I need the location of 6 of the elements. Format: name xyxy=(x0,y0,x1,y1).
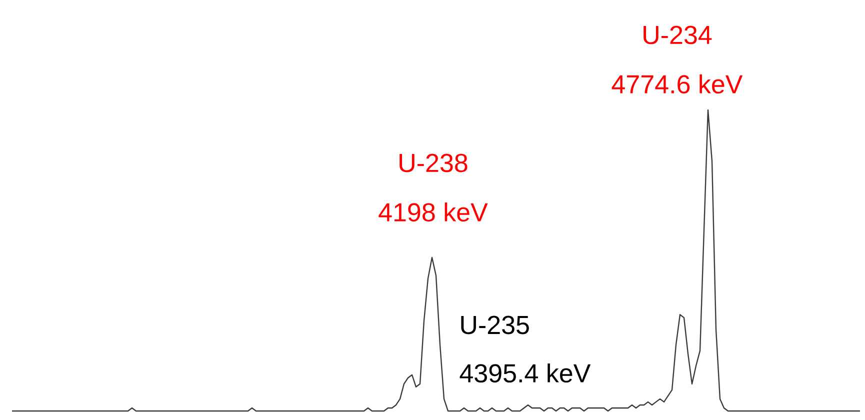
text: U-234 xyxy=(644,26,712,44)
annotation: 4395.4 keV xyxy=(460,363,591,383)
annotation: 4198 keV xyxy=(378,202,488,222)
text: 4774.6 keV xyxy=(612,74,743,94)
annotation: U-235 xyxy=(461,316,529,334)
annotation: U-238 xyxy=(400,154,468,172)
